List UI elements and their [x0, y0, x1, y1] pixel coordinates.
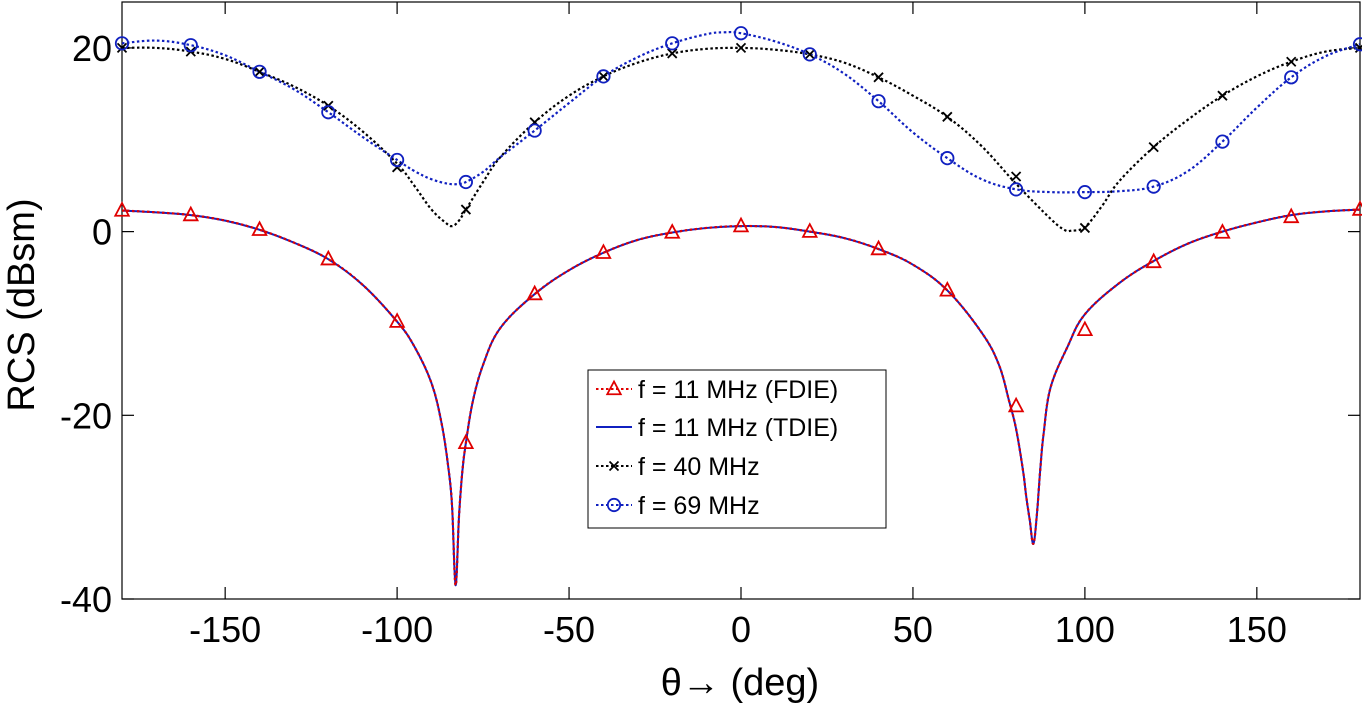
- legend-marker-69mhz: [606, 497, 622, 513]
- legend-marker-40mhz: [608, 460, 620, 472]
- series-line-69mhz: [122, 30, 1360, 194]
- marker-40mhz: [1010, 171, 1022, 182]
- marker-69mhz: [1146, 179, 1161, 194]
- legend-entry-tdie-11mhz: f = 11 MHz (TDIE): [638, 414, 838, 442]
- marker-40mhz: [598, 71, 609, 82]
- marker-40mhz: [460, 204, 472, 215]
- marker-40mhz: [735, 42, 747, 54]
- marker-fdie-11mhz: [663, 223, 681, 239]
- series-line-40mhz: [122, 46, 1360, 233]
- marker-fdie-11mhz: [1214, 223, 1231, 239]
- marker-40mhz: [1286, 56, 1297, 67]
- marker-69mhz: [596, 69, 611, 84]
- marker-69mhz: [1077, 185, 1092, 200]
- marker-40mhz: [804, 49, 815, 60]
- marker-69mhz: [390, 152, 405, 168]
- marker-40mhz: [116, 42, 128, 54]
- marker-fdie-11mhz: [595, 243, 612, 259]
- marker-fdie-11mhz: [870, 239, 887, 256]
- y-axis-title: RCS (dBsm): [1, 198, 43, 411]
- marker-fdie-11mhz: [113, 201, 131, 217]
- marker-fdie-11mhz: [1282, 207, 1300, 224]
- marker-fdie-11mhz: [251, 220, 268, 236]
- legend: f = 11 MHz (FDIE) f = 11 MHz (TDIE) f = …: [587, 369, 887, 529]
- marker-40mhz: [254, 66, 265, 77]
- marker-fdie-11mhz: [1076, 320, 1094, 337]
- x-tick-label: -150: [189, 609, 261, 650]
- marker-fdie-11mhz: [1007, 396, 1025, 413]
- marker-69mhz: [733, 26, 749, 41]
- marker-69mhz: [114, 36, 130, 51]
- series-lines: [122, 30, 1360, 587]
- y-tick-label: -20: [60, 395, 112, 436]
- series-line-tdie-11mhz: [122, 208, 1360, 587]
- x-tick-label: 50: [893, 609, 933, 650]
- x-tick-label: -100: [361, 609, 433, 650]
- marker-fdie-11mhz: [388, 312, 406, 328]
- series-markers: [113, 26, 1362, 450]
- marker-69mhz: [252, 64, 267, 79]
- marker-fdie-11mhz: [939, 280, 956, 297]
- marker-69mhz: [321, 105, 336, 120]
- marker-fdie-11mhz: [457, 433, 475, 450]
- marker-40mhz: [1354, 42, 1362, 54]
- marker-69mhz: [940, 151, 955, 166]
- marker-69mhz: [1284, 70, 1299, 85]
- x-axis-title: θ→ (deg): [661, 662, 819, 704]
- marker-40mhz: [1079, 222, 1091, 234]
- y-tick-label: 20: [72, 28, 112, 69]
- marker-40mhz: [873, 72, 884, 83]
- marker-fdie-11mhz: [526, 284, 543, 301]
- marker-40mhz: [391, 162, 403, 173]
- marker-fdie-11mhz: [732, 216, 750, 233]
- marker-69mhz: [802, 47, 817, 62]
- legend-entry-fdie-11mhz: f = 11 MHz (FDIE): [638, 376, 838, 404]
- x-tick-label: 0: [731, 609, 751, 650]
- legend-entry-69mhz: f = 69 MHz: [638, 492, 760, 520]
- x-tick-label: 100: [1055, 609, 1115, 650]
- marker-69mhz: [1009, 182, 1024, 197]
- legend-box: [587, 369, 887, 529]
- x-tick-label: -50: [543, 609, 595, 650]
- marker-69mhz: [183, 38, 198, 53]
- legend-marker-fdie-11mhz: [605, 379, 623, 396]
- marker-fdie-11mhz: [1351, 200, 1362, 216]
- legend-entry-40mhz: f = 40 MHz: [638, 453, 760, 481]
- marker-69mhz: [871, 94, 886, 109]
- marker-69mhz: [527, 123, 542, 138]
- marker-69mhz: [1215, 134, 1230, 149]
- marker-40mhz: [942, 111, 953, 122]
- marker-40mhz: [1148, 141, 1159, 153]
- marker-40mhz: [1217, 90, 1228, 101]
- marker-fdie-11mhz: [801, 222, 819, 238]
- y-tick-label: -40: [60, 579, 112, 620]
- y-tick-label: 0: [92, 212, 112, 253]
- marker-69mhz: [665, 36, 680, 51]
- axis-ticks: -150 -100 -50 0 50 100 150 -40 -20 0 20: [60, 2, 1360, 650]
- marker-69mhz: [1352, 37, 1362, 52]
- marker-fdie-11mhz: [320, 249, 337, 266]
- x-tick-label: 150: [1227, 609, 1287, 650]
- marker-69mhz: [458, 174, 473, 190]
- marker-40mhz: [667, 48, 678, 59]
- marker-fdie-11mhz: [1145, 252, 1162, 269]
- marker-fdie-11mhz: [182, 205, 200, 222]
